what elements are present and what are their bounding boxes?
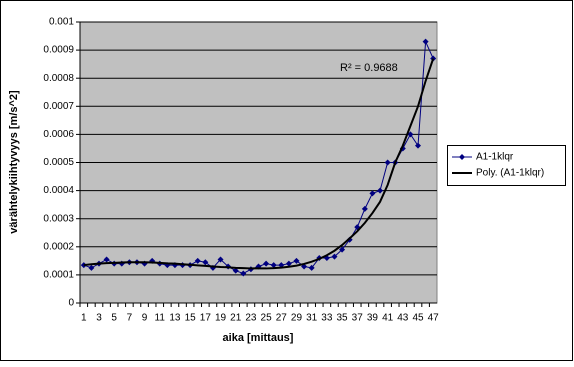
x-tick-label: 33 — [321, 313, 333, 324]
x-tick-label: 29 — [291, 313, 303, 324]
y-tick-label: 0.0005 — [43, 157, 74, 168]
x-tick-label: 37 — [352, 313, 364, 324]
x-tick-label: 17 — [200, 313, 212, 324]
y-tick-label: 0.0001 — [43, 270, 74, 281]
x-tick-label: 35 — [336, 313, 348, 324]
x-tick-label: 15 — [185, 313, 197, 324]
x-tick-label: 25 — [261, 313, 273, 324]
data-point — [293, 257, 300, 264]
legend-marker — [459, 154, 465, 160]
x-tick-label: 9 — [142, 313, 148, 324]
data-point — [331, 253, 338, 260]
x-tick-label: 23 — [245, 313, 257, 324]
data-point — [422, 38, 429, 45]
y-tick-label: 0.0009 — [43, 45, 74, 56]
x-tick-label: 43 — [397, 313, 409, 324]
y-tick-label: 0.0003 — [43, 213, 74, 224]
x-tick-label: 1 — [81, 313, 87, 324]
y-tick-label: 0.0002 — [43, 241, 74, 252]
x-tick-label: 47 — [428, 313, 440, 324]
x-axis-label: aika [mittaus] — [223, 332, 294, 344]
annotation: R² = 0.9688 — [340, 62, 398, 74]
data-point — [103, 256, 110, 263]
x-tick-label: 21 — [230, 313, 242, 324]
y-tick-label: 0.0008 — [43, 73, 74, 84]
x-tick-label: 3 — [96, 313, 102, 324]
x-tick-label: 39 — [367, 313, 379, 324]
y-axis-label: värähtelykiihtyvyys [m/s^2] — [8, 90, 20, 234]
data-point — [377, 187, 384, 194]
x-tick-label: 13 — [169, 313, 181, 324]
data-point — [217, 256, 224, 263]
data-point — [232, 267, 239, 274]
data-point — [369, 190, 376, 197]
data-point — [384, 159, 391, 166]
data-point — [361, 205, 368, 212]
data-point — [263, 260, 270, 267]
data-point — [270, 262, 277, 269]
x-tick-label: 41 — [382, 313, 394, 324]
x-tick-label: 5 — [111, 313, 117, 324]
data-point — [202, 259, 209, 266]
x-tick-label: 7 — [127, 313, 133, 324]
data-point — [339, 246, 346, 253]
legend-label: A1-1klqr — [476, 152, 514, 163]
data-point — [240, 270, 247, 277]
data-point — [88, 264, 95, 271]
series-line — [83, 58, 435, 270]
data-point — [194, 257, 201, 264]
y-tick-label: 0.0004 — [43, 185, 74, 196]
x-tick-label: 11 — [155, 313, 166, 324]
y-tick-label: 0.0006 — [43, 129, 74, 140]
data-point — [285, 260, 292, 267]
x-tick-label: 27 — [276, 313, 288, 324]
data-point — [407, 131, 414, 138]
y-tick-label: 0.001 — [49, 17, 74, 28]
legend-label: Poly. (A1-1klqr) — [476, 168, 544, 179]
y-tick-label: 0.0007 — [43, 101, 74, 112]
legend-box — [447, 145, 566, 186]
x-tick-label: 45 — [412, 313, 424, 324]
data-point — [415, 142, 422, 149]
x-tick-label: 19 — [215, 313, 227, 324]
data-point — [308, 264, 315, 271]
x-tick-label: 31 — [306, 313, 318, 324]
y-tick-label: 0 — [68, 298, 74, 309]
